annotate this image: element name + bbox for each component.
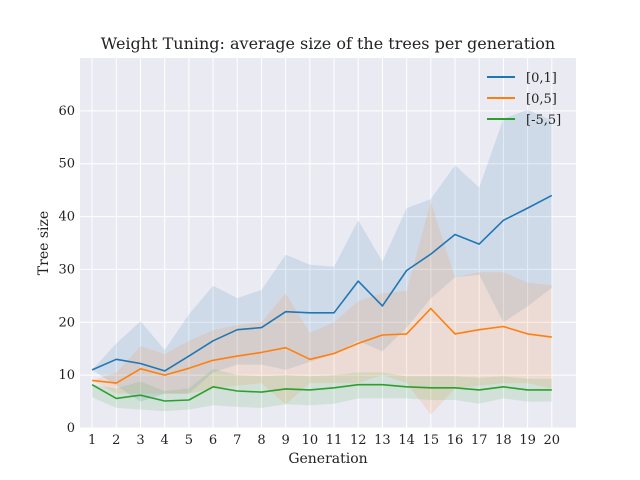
y-axis-ticks: 0 10 20 30 40 50 60 [58,104,75,436]
y-tick-label: 40 [58,210,75,225]
y-axis-label: Tree size [36,211,52,275]
legend: [0,1] [0,5] [-5,5] [487,71,561,128]
x-axis-label: Generation [288,451,367,467]
x-tick-label: 2 [112,433,120,448]
x-tick-label: 14 [398,433,415,448]
x-tick-label: 10 [302,433,319,448]
confidence-band [92,368,552,412]
y-tick-label: 20 [58,315,75,330]
grid-lines [80,58,576,429]
x-tick-label: 19 [519,433,536,448]
x-tick-label: 18 [495,433,512,448]
x-tick-label: 20 [544,433,561,448]
x-tick-label: 13 [374,433,391,448]
x-tick-label: 1 [88,433,96,448]
series-lines [91,194,553,402]
y-tick-label: 50 [58,157,75,172]
x-tick-label: 6 [209,433,217,448]
series-line [91,383,552,402]
x-tick-label: 9 [282,433,290,448]
series-line [91,194,553,372]
legend-label: [0,1] [526,71,557,86]
legend-label: [0,5] [526,92,557,107]
series-line [92,307,552,384]
x-tick-label: 7 [233,433,241,448]
legend-label: [-5,5] [526,113,561,128]
confidence-band [92,109,552,402]
x-tick-label: 11 [326,433,343,448]
x-tick-label: 3 [136,433,144,448]
y-tick-label: 0 [67,421,75,436]
x-axis-ticks: 1 2 3 4 5 6 7 8 9 10 11 12 13 14 15 16 17 18 19 20 [88,433,560,448]
chart-title: Weight Tuning: average size of the trees… [101,34,555,53]
x-tick-label: 5 [185,433,193,448]
x-tick-label: 15 [423,433,440,448]
x-tick-label: 4 [161,433,169,448]
x-tick-label: 12 [350,433,367,448]
x-tick-label: 8 [257,433,265,448]
y-tick-label: 30 [58,262,75,277]
y-tick-label: 60 [58,104,75,119]
x-tick-label: 16 [447,433,464,448]
y-tick-label: 10 [58,368,75,383]
x-tick-label: 17 [471,433,488,448]
